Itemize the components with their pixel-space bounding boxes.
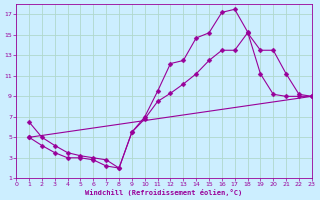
X-axis label: Windchill (Refroidissement éolien,°C): Windchill (Refroidissement éolien,°C): [85, 189, 243, 196]
